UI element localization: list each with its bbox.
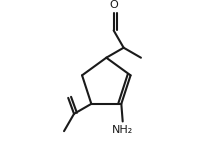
Text: O: O [109, 0, 117, 10]
Text: NH₂: NH₂ [112, 125, 133, 135]
